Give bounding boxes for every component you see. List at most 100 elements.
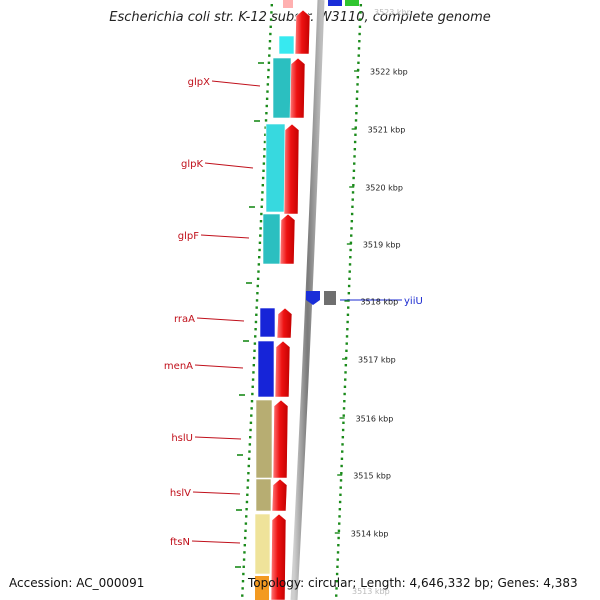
strand-arrow[interactable] xyxy=(276,307,293,339)
gene-block-glpx[interactable] xyxy=(272,57,292,119)
gene-block-glpk[interactable] xyxy=(265,123,286,213)
ruler-label: 3517 kbp xyxy=(358,356,396,365)
tick-dot xyxy=(347,292,351,295)
gene-block-glpx[interactable] xyxy=(278,35,295,55)
tick-dot xyxy=(352,169,356,172)
gene-label-ftsn[interactable]: ftsN xyxy=(170,537,190,548)
gene-block-hslv[interactable] xyxy=(255,478,272,512)
tick-dot xyxy=(243,536,247,540)
tick-dot xyxy=(257,263,261,266)
tick-dot xyxy=(359,18,362,21)
tick-dot xyxy=(245,508,248,511)
feature-top-blue[interactable] xyxy=(328,0,342,6)
tick-dot xyxy=(251,392,254,396)
tick-dot xyxy=(261,176,265,180)
tick-dot xyxy=(267,76,270,79)
gene-block-yiiu[interactable] xyxy=(306,291,320,305)
strand-arrow[interactable] xyxy=(289,57,306,119)
tick-dot xyxy=(344,364,348,367)
tick-dot xyxy=(353,155,356,158)
strand-arrow[interactable] xyxy=(270,513,287,600)
tick-dot xyxy=(352,184,355,187)
gene-label-glpk[interactable]: glpK xyxy=(181,159,203,170)
label-leader-rraa xyxy=(196,317,245,322)
tick-dot xyxy=(250,400,254,403)
tick-dot xyxy=(345,349,348,352)
tick-dot xyxy=(344,371,347,374)
gene-label-glpf[interactable]: glpF xyxy=(178,231,199,242)
tick-dot xyxy=(246,493,249,496)
tick-dot xyxy=(341,450,344,453)
tick-dot xyxy=(338,508,342,511)
strand-arrow[interactable] xyxy=(283,123,300,215)
gene-label-hslu[interactable]: hslU xyxy=(171,433,193,444)
gene-block-rraa[interactable] xyxy=(259,307,276,338)
tick-dot xyxy=(254,320,258,324)
tick-dot xyxy=(339,493,342,496)
tick-dot xyxy=(351,205,354,208)
tick-dot xyxy=(259,234,262,237)
tick-dot xyxy=(263,155,266,158)
tick-dot xyxy=(253,349,256,352)
tick-dot xyxy=(268,40,272,43)
tick-dot xyxy=(349,256,352,259)
tick-dot xyxy=(258,241,262,244)
strand-arrow[interactable] xyxy=(272,399,289,479)
tick-dot xyxy=(341,428,345,432)
gene-label-mena[interactable]: menA xyxy=(164,361,193,372)
tick-dot xyxy=(264,119,268,122)
gene-block-glpf[interactable] xyxy=(262,213,281,265)
strand-arrow[interactable] xyxy=(271,478,288,512)
tick-dot xyxy=(266,83,270,86)
tick-dot xyxy=(251,385,254,388)
gene-block-hslu[interactable] xyxy=(255,399,273,479)
tick-dot xyxy=(267,61,271,64)
tick-dot xyxy=(255,313,258,316)
tick-dot xyxy=(241,580,245,583)
tick-dot xyxy=(339,486,342,489)
ruler-label: 3519 kbp xyxy=(363,241,401,250)
gene-label-yiiu[interactable]: yiiU xyxy=(404,296,423,307)
tick-dot xyxy=(345,342,348,345)
tick-dot xyxy=(262,162,266,165)
gene-block-orange[interactable] xyxy=(255,576,269,600)
gene-block-grey[interactable] xyxy=(324,291,336,305)
tick-dot xyxy=(337,544,340,547)
gene-block-ftsn[interactable] xyxy=(254,513,271,575)
tick-dot xyxy=(343,400,346,403)
tick-dot xyxy=(260,212,263,216)
tick-dot xyxy=(257,270,260,273)
ruler-label: 3521 kbp xyxy=(368,126,406,135)
tick-dot xyxy=(339,479,343,482)
tick-dot xyxy=(345,335,349,338)
tick-dot xyxy=(242,558,246,561)
tick-dot xyxy=(338,515,341,518)
gene-label-glpx[interactable]: glpX xyxy=(188,77,210,88)
tick-dot xyxy=(356,76,360,79)
tick-dot xyxy=(247,457,251,460)
genome-summary-text: Topology: circular; Length: 4,646,332 bp… xyxy=(248,576,578,590)
gene-block-mena[interactable] xyxy=(257,340,275,398)
tick-dot xyxy=(263,148,266,151)
tick-dot xyxy=(359,4,363,7)
feature-top-green[interactable] xyxy=(345,0,359,6)
tick-dot xyxy=(250,414,253,417)
strand-arrow[interactable] xyxy=(279,213,296,265)
tick-dot xyxy=(342,421,345,424)
tick-dot xyxy=(353,140,357,144)
tick-dot xyxy=(265,104,268,108)
tick-dot xyxy=(350,227,353,230)
strand-arrow[interactable] xyxy=(294,9,311,55)
tick-dot xyxy=(252,371,255,374)
strand-arrow[interactable] xyxy=(274,340,291,398)
gene-label-rraa[interactable]: rraA xyxy=(174,314,195,325)
tick-dot xyxy=(242,572,245,576)
tick-dot xyxy=(247,472,250,475)
gene-label-hslv[interactable]: hslV xyxy=(170,488,191,499)
strand-arrow-faded xyxy=(283,0,293,8)
tick-dot xyxy=(350,234,353,237)
tick-dot xyxy=(348,277,351,280)
tick-dot xyxy=(249,428,252,432)
tick-dot xyxy=(270,4,273,7)
